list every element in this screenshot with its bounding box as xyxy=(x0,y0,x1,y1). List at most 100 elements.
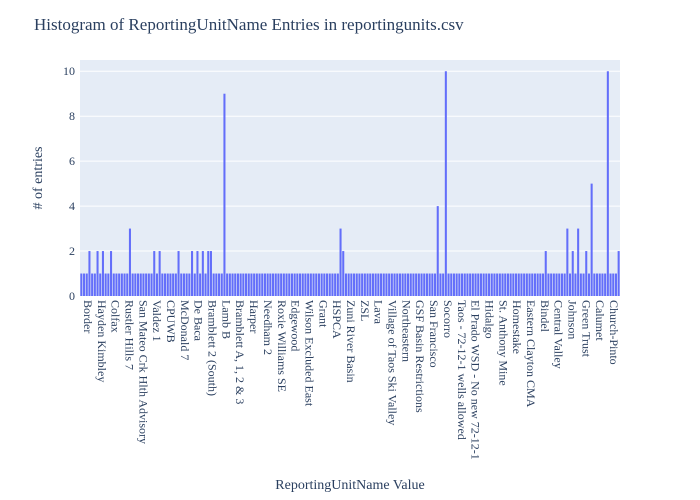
bar[interactable] xyxy=(558,273,561,296)
bar[interactable] xyxy=(315,273,318,296)
bar[interactable] xyxy=(131,273,134,296)
bar[interactable] xyxy=(226,273,229,296)
bar[interactable] xyxy=(234,273,237,296)
bar[interactable] xyxy=(285,273,288,296)
bar[interactable] xyxy=(552,273,555,296)
bar[interactable] xyxy=(301,273,304,296)
bar[interactable] xyxy=(528,273,531,296)
bar[interactable] xyxy=(317,273,320,296)
bar[interactable] xyxy=(245,273,248,296)
bar[interactable] xyxy=(498,273,501,296)
bar[interactable] xyxy=(169,273,172,296)
bar[interactable] xyxy=(361,273,364,296)
bar[interactable] xyxy=(531,273,534,296)
bar[interactable] xyxy=(547,273,550,296)
bar[interactable] xyxy=(461,273,464,296)
bar[interactable] xyxy=(560,273,563,296)
bar[interactable] xyxy=(158,251,161,296)
bar[interactable] xyxy=(93,273,96,296)
bar[interactable] xyxy=(555,273,558,296)
bar[interactable] xyxy=(164,273,167,296)
bar[interactable] xyxy=(193,273,196,296)
bar[interactable] xyxy=(512,273,515,296)
bar[interactable] xyxy=(423,273,426,296)
bar[interactable] xyxy=(388,273,391,296)
bar[interactable] xyxy=(385,273,388,296)
bar[interactable] xyxy=(482,273,485,296)
bar[interactable] xyxy=(88,251,91,296)
bar[interactable] xyxy=(107,273,110,296)
bar[interactable] xyxy=(242,273,245,296)
bar[interactable] xyxy=(255,273,258,296)
bar[interactable] xyxy=(199,273,202,296)
bar[interactable] xyxy=(596,273,599,296)
bar[interactable] xyxy=(323,273,326,296)
bar[interactable] xyxy=(587,273,590,296)
bar[interactable] xyxy=(444,71,447,297)
bar[interactable] xyxy=(290,273,293,296)
bar[interactable] xyxy=(296,273,299,296)
bar[interactable] xyxy=(539,273,542,296)
bar[interactable] xyxy=(501,273,504,296)
bar[interactable] xyxy=(261,273,264,296)
bar[interactable] xyxy=(123,273,126,296)
bar[interactable] xyxy=(344,273,347,296)
bar[interactable] xyxy=(288,273,291,296)
bar[interactable] xyxy=(83,273,86,296)
bar[interactable] xyxy=(563,273,566,296)
bar[interactable] xyxy=(358,273,361,296)
bar[interactable] xyxy=(523,273,526,296)
bar[interactable] xyxy=(601,273,604,296)
bar[interactable] xyxy=(598,273,601,296)
bar[interactable] xyxy=(488,273,491,296)
bar[interactable] xyxy=(182,273,185,296)
bar[interactable] xyxy=(439,273,442,296)
bar[interactable] xyxy=(118,273,121,296)
bar[interactable] xyxy=(380,273,383,296)
bar[interactable] xyxy=(479,273,482,296)
bar[interactable] xyxy=(466,273,469,296)
bar[interactable] xyxy=(139,273,142,296)
bar[interactable] xyxy=(299,273,302,296)
bar[interactable] xyxy=(209,251,212,296)
bar[interactable] xyxy=(452,273,455,296)
bar[interactable] xyxy=(342,251,345,296)
bar[interactable] xyxy=(280,273,283,296)
bar[interactable] xyxy=(374,273,377,296)
bar[interactable] xyxy=(614,273,617,296)
bar[interactable] xyxy=(191,251,194,296)
bar[interactable] xyxy=(174,273,177,296)
bar[interactable] xyxy=(469,273,472,296)
bar[interactable] xyxy=(320,273,323,296)
bar[interactable] xyxy=(185,273,188,296)
bar[interactable] xyxy=(363,273,366,296)
bar[interactable] xyxy=(407,273,410,296)
bar[interactable] xyxy=(617,251,620,296)
bar[interactable] xyxy=(207,251,210,296)
bar[interactable] xyxy=(274,273,277,296)
bar[interactable] xyxy=(412,273,415,296)
bar[interactable] xyxy=(196,251,199,296)
bar[interactable] xyxy=(474,273,477,296)
bar[interactable] xyxy=(377,273,380,296)
bar[interactable] xyxy=(425,273,428,296)
bar[interactable] xyxy=(134,273,137,296)
bar[interactable] xyxy=(417,273,420,296)
bar[interactable] xyxy=(606,71,609,297)
bar[interactable] xyxy=(115,273,118,296)
bar[interactable] xyxy=(496,273,499,296)
bar[interactable] xyxy=(447,273,450,296)
bar[interactable] xyxy=(428,273,431,296)
bar[interactable] xyxy=(177,251,180,296)
bar[interactable] xyxy=(550,273,553,296)
bar[interactable] xyxy=(293,273,296,296)
bar[interactable] xyxy=(126,273,129,296)
bar[interactable] xyxy=(166,273,169,296)
bar[interactable] xyxy=(137,273,140,296)
bar[interactable] xyxy=(404,273,407,296)
bar[interactable] xyxy=(515,273,518,296)
bar[interactable] xyxy=(585,251,588,296)
bar[interactable] xyxy=(390,273,393,296)
bar[interactable] xyxy=(542,273,545,296)
bar[interactable] xyxy=(517,273,520,296)
